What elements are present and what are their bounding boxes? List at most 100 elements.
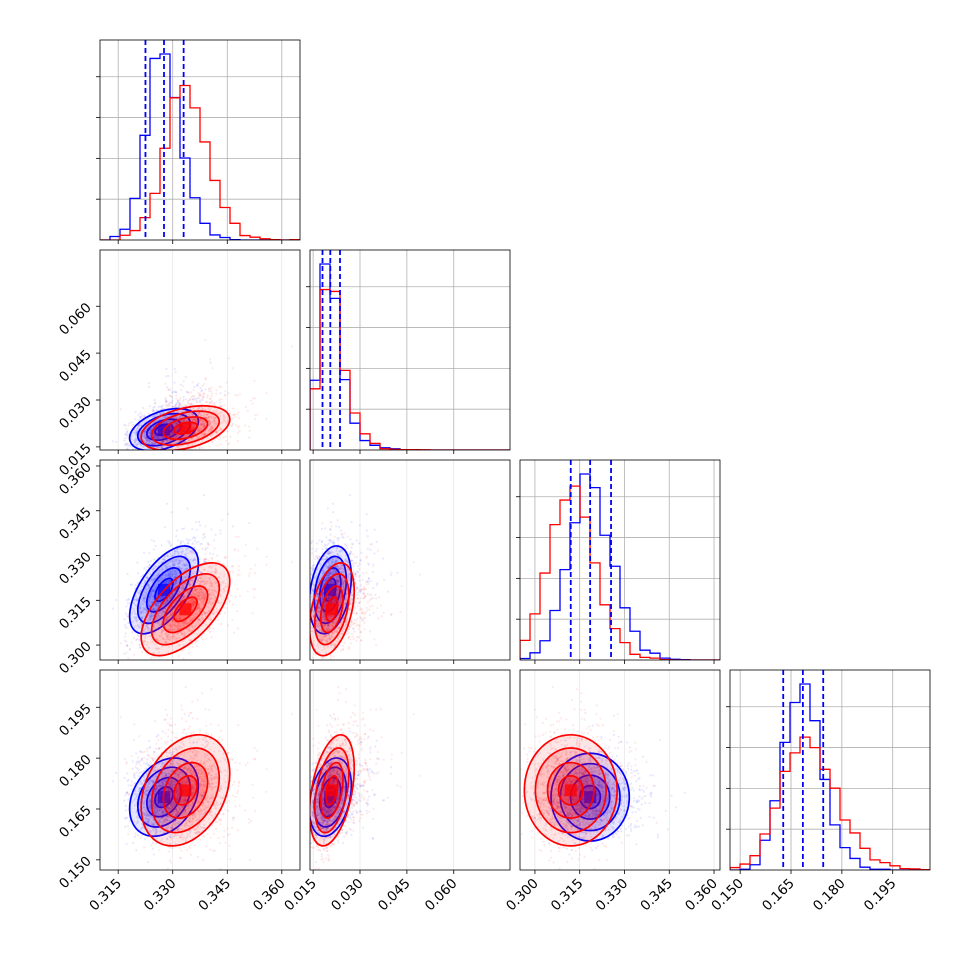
scatter-point — [127, 445, 129, 447]
scatter-point — [247, 410, 249, 412]
scatter-point — [208, 390, 210, 392]
scatter-point — [177, 399, 179, 401]
scatter-point — [158, 456, 160, 458]
y-tick-label: 0.045 — [56, 347, 95, 386]
scatter-point — [180, 686, 182, 688]
scatter-point — [152, 409, 154, 411]
scatter-point — [192, 398, 194, 400]
scatter-point — [124, 624, 126, 626]
scatter-point — [123, 653, 125, 655]
scatter-point — [153, 656, 155, 658]
scatter-point — [183, 658, 185, 660]
scatter-point — [217, 445, 219, 447]
scatter-point — [128, 422, 130, 424]
scatter-point — [205, 638, 207, 640]
scatter-point — [225, 556, 227, 558]
scatter-point — [291, 345, 293, 347]
scatter-point — [176, 529, 178, 531]
scatter-point — [171, 399, 173, 401]
scatter-point — [134, 418, 136, 420]
scatter-point — [232, 603, 234, 605]
scatter-point — [154, 402, 156, 404]
scatter-point — [169, 394, 171, 396]
scatter-point — [225, 381, 227, 383]
scatter-point — [139, 416, 141, 418]
scatter-point — [231, 595, 233, 597]
scatter-point — [165, 383, 167, 385]
scatter-point — [232, 565, 234, 567]
scatter-point — [232, 407, 234, 409]
scatter-point — [237, 432, 239, 434]
scatter-point — [232, 417, 234, 419]
scatter-point — [238, 569, 240, 571]
scatter-point — [149, 564, 151, 566]
scatter-point — [166, 405, 168, 407]
panel-0-0 — [96, 40, 300, 244]
scatter-point — [123, 618, 125, 620]
scatter-point — [148, 382, 150, 384]
scatter-point — [253, 596, 255, 598]
scatter-point — [165, 453, 167, 455]
y-tick-label: 0.030 — [56, 394, 95, 433]
scatter-point — [190, 399, 192, 401]
scatter-point — [141, 651, 143, 653]
scatter-point — [196, 640, 198, 642]
scatter-point — [209, 398, 211, 400]
scatter-point — [175, 398, 177, 400]
scatter-point — [156, 453, 158, 455]
scatter-point — [239, 595, 241, 597]
scatter-point — [161, 544, 163, 546]
scatter-point — [233, 414, 235, 416]
scatter-point — [187, 400, 189, 402]
scatter-point — [219, 443, 221, 445]
scatter-point — [185, 376, 187, 378]
scatter-point — [209, 631, 211, 633]
scatter-point — [196, 397, 198, 399]
scatter-point — [162, 452, 164, 454]
scatter-point — [188, 646, 190, 648]
scatter-point — [166, 503, 168, 505]
scatter-point — [236, 610, 238, 612]
scatter-point — [254, 414, 256, 416]
scatter-point — [205, 401, 207, 403]
scatter-point — [248, 437, 250, 439]
scatter-point — [227, 624, 229, 626]
scatter-point — [179, 402, 181, 404]
scatter-point — [227, 443, 229, 445]
scatter-point — [215, 534, 217, 536]
scatter-point — [153, 548, 155, 550]
scatter-point — [219, 399, 221, 401]
scatter-point — [196, 384, 198, 386]
scatter-point — [165, 368, 167, 370]
scatter-point — [158, 452, 160, 454]
scatter-point — [192, 389, 194, 391]
scatter-point — [199, 387, 201, 389]
scatter-point — [220, 532, 222, 534]
scatter-point — [190, 391, 192, 393]
scatter-point — [237, 627, 239, 629]
scatter-point — [131, 632, 133, 634]
scatter-point — [204, 378, 206, 380]
scatter-point — [235, 424, 237, 426]
scatter-point — [125, 665, 127, 667]
scatter-point — [191, 403, 193, 405]
scatter-point — [189, 450, 191, 452]
scatter-point — [237, 549, 239, 551]
scatter-point — [126, 448, 128, 450]
scatter-point — [150, 451, 152, 453]
scatter-point — [238, 565, 240, 567]
scatter-point — [141, 415, 143, 417]
scatter-point — [151, 453, 153, 455]
scatter-point — [177, 405, 179, 407]
scatter-point — [188, 652, 190, 654]
scatter-point — [209, 445, 211, 447]
scatter-point — [125, 632, 127, 634]
scatter-point — [217, 560, 219, 562]
scatter-point — [188, 457, 190, 459]
scatter-point — [211, 557, 213, 559]
scatter-point — [237, 411, 239, 413]
scatter-point — [135, 452, 137, 454]
scatter-point — [182, 385, 184, 387]
scatter-point — [209, 552, 211, 554]
scatter-point — [219, 386, 221, 388]
